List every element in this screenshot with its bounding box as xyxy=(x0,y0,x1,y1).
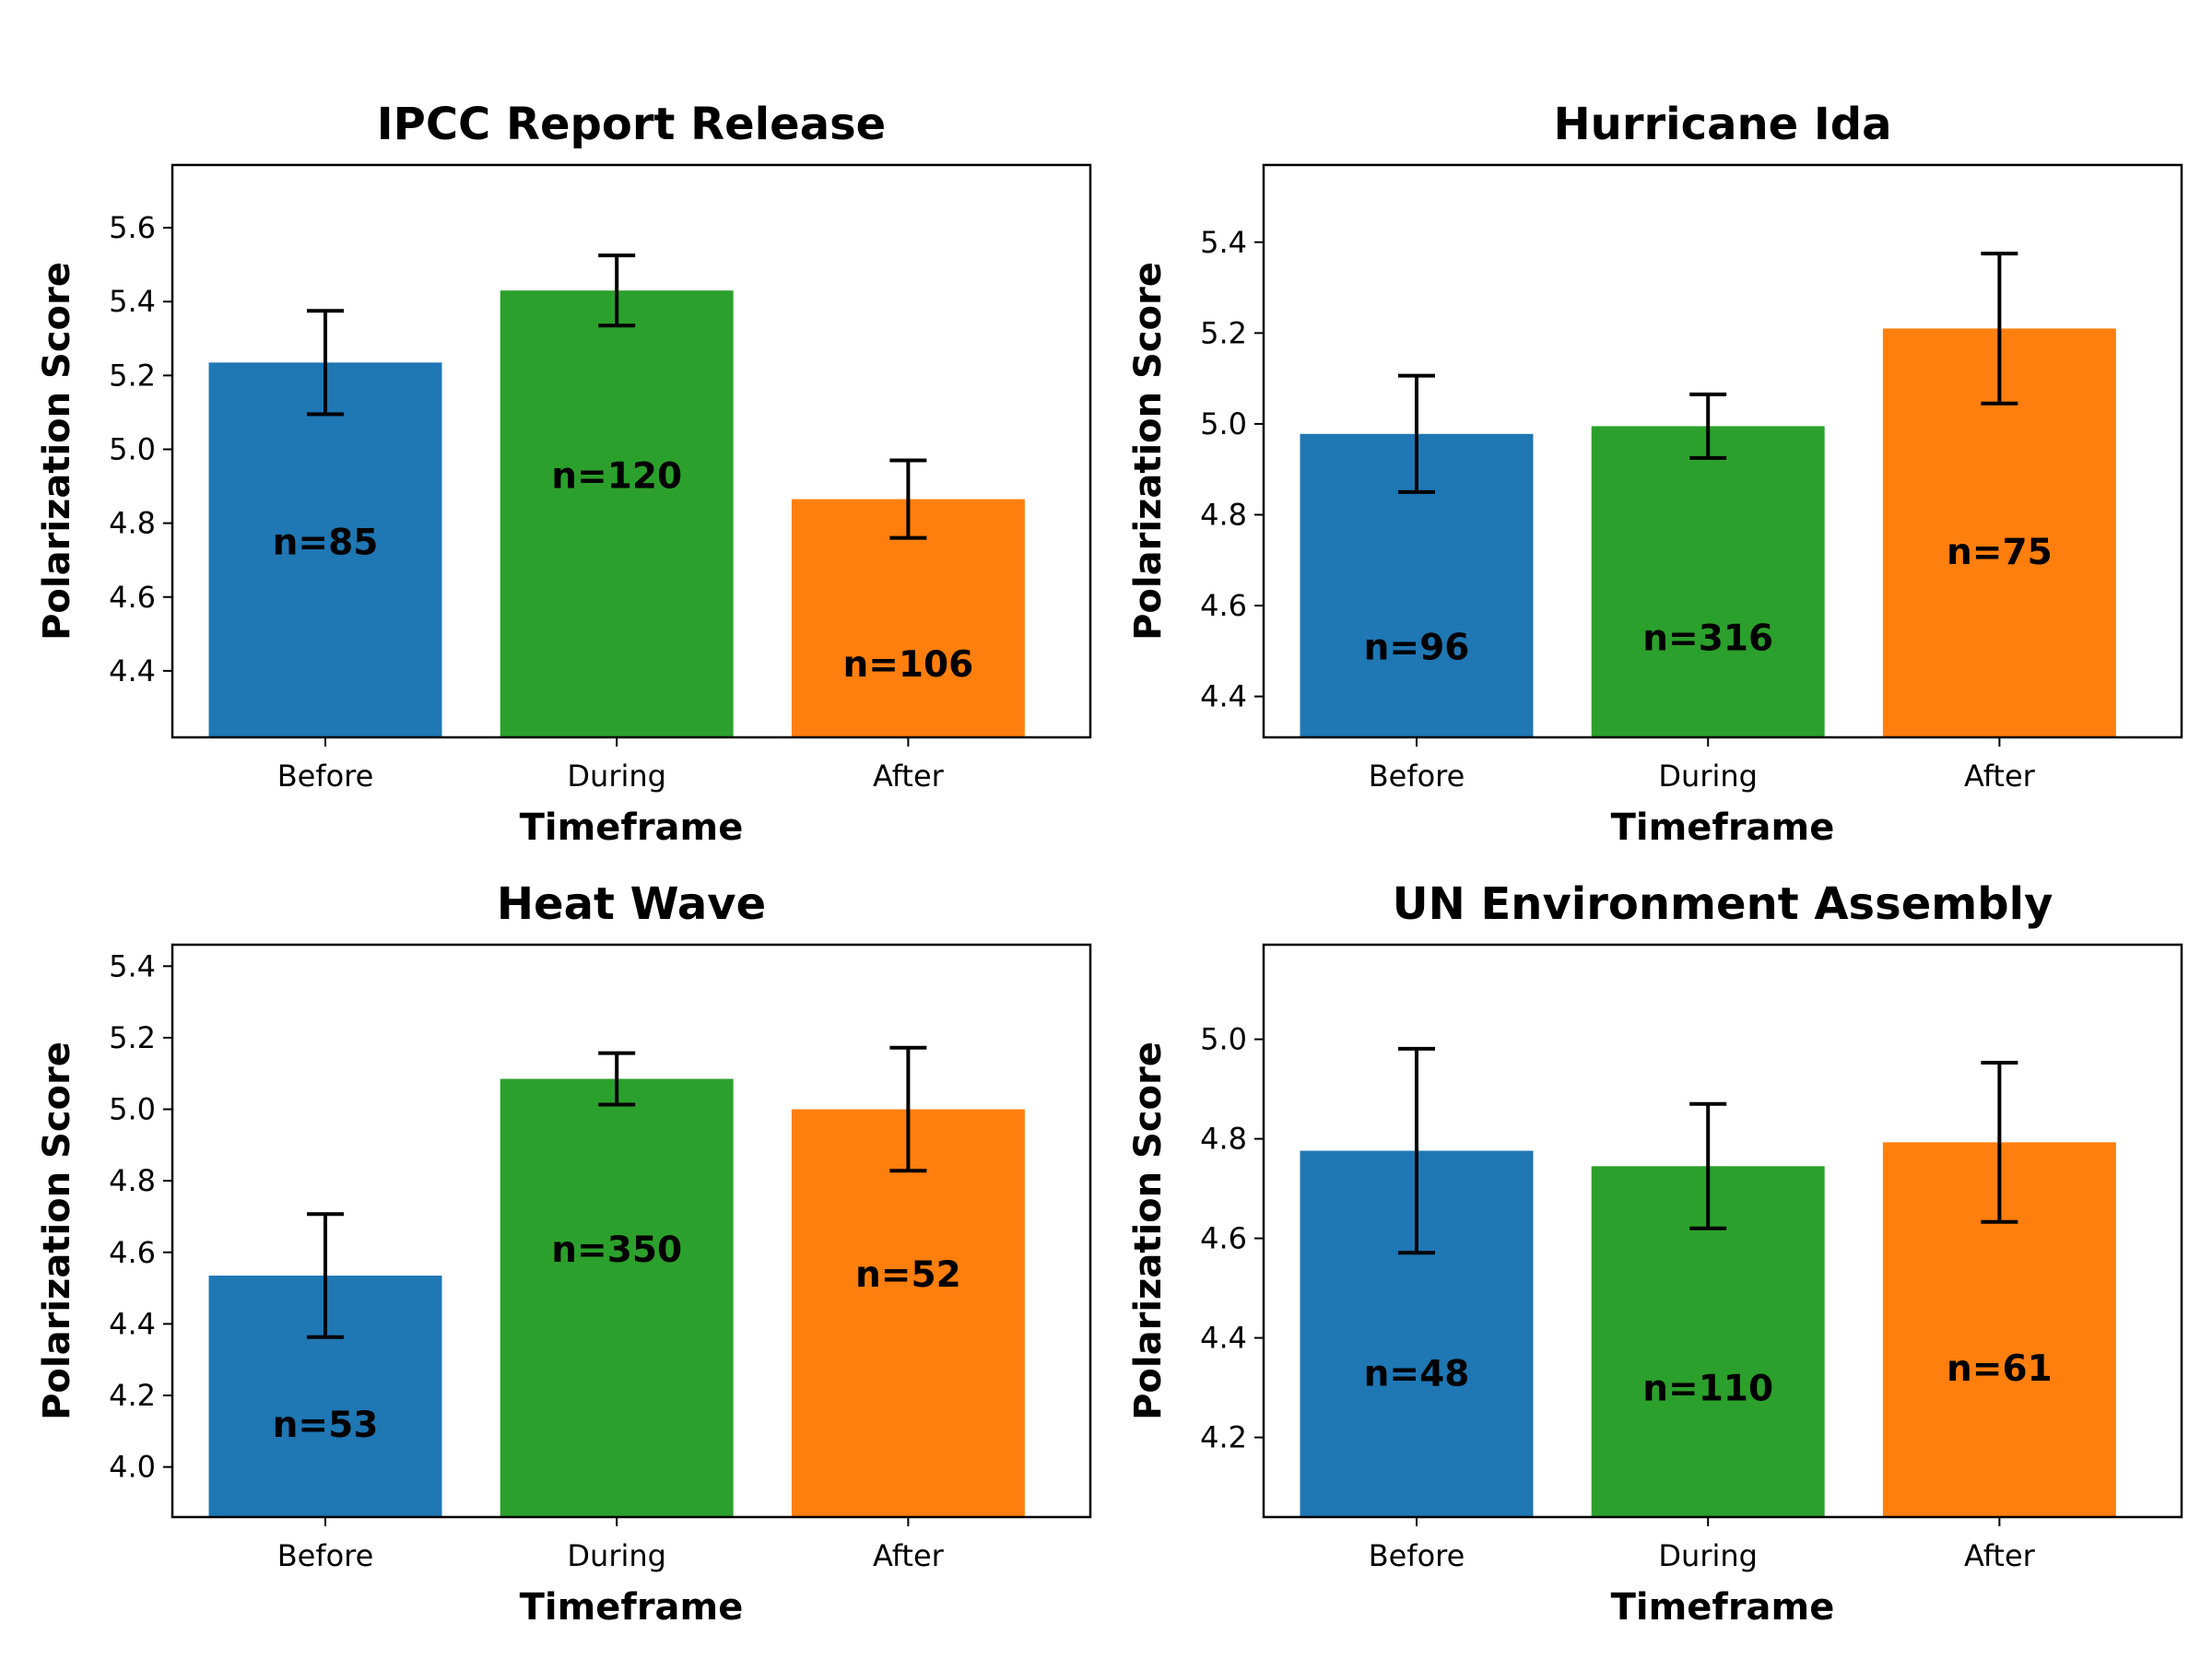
n-label: n=75 xyxy=(1947,532,2053,573)
y-axis-label: Polarization Score xyxy=(1127,262,1170,641)
plot-frame xyxy=(171,943,1092,1519)
n-label: n=52 xyxy=(855,1254,961,1296)
chart-panel-3: n=53 n=350 n=52 4.0 4.2 4.4 4.6 4.8 5.0 5.2 5.4 Bef… xyxy=(36,878,1092,1629)
y-tick-label: 4.8 xyxy=(1200,498,1247,533)
chart-title: Heat Wave xyxy=(497,878,766,930)
n-label: n=120 xyxy=(551,456,682,498)
bar-during xyxy=(1591,426,1825,737)
chart-panel-1: n=85 n=120 n=106 4.4 4.6 4.8 5.0 5.2 5.4 5.6 Befor… xyxy=(36,99,1092,849)
y-axis-label: Polarization Score xyxy=(36,262,78,641)
y-tick-label: 4.6 xyxy=(1200,1221,1247,1256)
n-label: n=85 xyxy=(273,523,379,564)
n-label: n=110 xyxy=(1642,1369,1773,1410)
error-bar-after xyxy=(1981,252,2018,406)
n-label: n=48 xyxy=(1364,1353,1470,1394)
error-bar-during xyxy=(1689,1101,1727,1230)
y-tick-label: 5.0 xyxy=(1200,406,1247,441)
y-tick-label: 4.6 xyxy=(109,1235,156,1270)
error-bar-after xyxy=(889,458,927,540)
error-bar-during xyxy=(598,253,636,328)
y-axis-label: Polarization Score xyxy=(36,1041,78,1420)
plot-frame xyxy=(1262,163,2183,739)
n-label: n=350 xyxy=(551,1230,682,1271)
bar-before xyxy=(208,362,442,737)
x-tick-label: After xyxy=(873,1538,945,1573)
y-tick-label: 4.8 xyxy=(109,506,156,541)
error-bar-after xyxy=(889,1045,927,1173)
x-axis-label: Timeframe xyxy=(1611,1586,1835,1629)
bar-after xyxy=(791,1109,1025,1517)
x-tick-label: Before xyxy=(277,759,374,794)
error-bar-before xyxy=(1398,373,1435,494)
y-tick-label: 4.4 xyxy=(1200,679,1247,714)
chart-title: IPCC Report Release xyxy=(377,99,886,150)
n-label: n=106 xyxy=(842,644,973,686)
y-tick-label: 4.2 xyxy=(1200,1420,1247,1455)
error-bar-before xyxy=(307,309,344,417)
error-bar-during xyxy=(598,1051,636,1107)
error-bar-after xyxy=(1981,1060,2018,1224)
x-tick-label: During xyxy=(567,759,666,794)
y-tick-label: 4.8 xyxy=(1200,1122,1247,1157)
y-tick-label: 4.0 xyxy=(109,1450,156,1485)
y-tick-label: 5.0 xyxy=(109,431,156,466)
y-tick-label: 5.2 xyxy=(109,358,156,393)
chart-panel-2: n=96 n=316 n=75 4.4 4.6 4.8 5.0 5.2 5.4 Before Dur… xyxy=(1127,99,2183,849)
n-label: n=53 xyxy=(273,1405,379,1446)
y-tick-label: 4.8 xyxy=(109,1163,156,1198)
x-axis-label: Timeframe xyxy=(520,806,744,849)
error-bar-before xyxy=(1398,1046,1435,1255)
n-label: n=61 xyxy=(1947,1348,2053,1390)
x-tick-label: After xyxy=(1964,1538,2036,1573)
y-tick-label: 5.4 xyxy=(109,284,156,319)
y-tick-label: 4.6 xyxy=(1200,588,1247,623)
error-bar-before xyxy=(307,1212,344,1339)
x-tick-label: Before xyxy=(1369,759,1465,794)
y-tick-label: 5.2 xyxy=(1200,315,1247,350)
y-tick-label: 5.4 xyxy=(1200,225,1247,260)
y-tick-label: 4.4 xyxy=(109,1306,156,1341)
bar-during xyxy=(500,1078,734,1517)
x-tick-label: After xyxy=(873,759,945,794)
y-axis-label: Polarization Score xyxy=(1127,1041,1170,1420)
error-bar-during xyxy=(1689,392,1727,460)
y-tick-label: 5.0 xyxy=(109,1092,156,1127)
plot-frame xyxy=(1262,943,2183,1519)
y-tick-label: 5.0 xyxy=(1200,1022,1247,1057)
n-label: n=96 xyxy=(1364,627,1470,668)
x-tick-label: During xyxy=(1658,759,1758,794)
x-tick-label: Before xyxy=(277,1538,374,1573)
y-tick-label: 4.2 xyxy=(109,1378,156,1413)
chart-title: UN Environment Assembly xyxy=(1393,878,2053,930)
y-tick-label: 4.4 xyxy=(109,653,156,688)
x-tick-label: During xyxy=(1658,1538,1758,1573)
x-tick-label: After xyxy=(1964,759,2036,794)
y-tick-label: 5.6 xyxy=(109,210,156,245)
x-axis-label: Timeframe xyxy=(520,1586,744,1629)
bar-during xyxy=(500,290,734,737)
y-tick-label: 4.4 xyxy=(1200,1321,1247,1356)
chart-title: Hurricane Ida xyxy=(1553,99,1891,150)
y-tick-label: 5.2 xyxy=(109,1020,156,1055)
plot-frame xyxy=(171,163,1092,739)
y-tick-label: 5.4 xyxy=(109,948,156,983)
n-label: n=316 xyxy=(1642,618,1773,660)
x-tick-label: During xyxy=(567,1538,666,1573)
chart-panel-4: n=48 n=110 n=61 4.2 4.4 4.6 4.8 5.0 Before During… xyxy=(1127,878,2183,1629)
x-axis-label: Timeframe xyxy=(1611,806,1835,849)
x-tick-label: Before xyxy=(1369,1538,1465,1573)
y-tick-label: 4.6 xyxy=(109,580,156,615)
